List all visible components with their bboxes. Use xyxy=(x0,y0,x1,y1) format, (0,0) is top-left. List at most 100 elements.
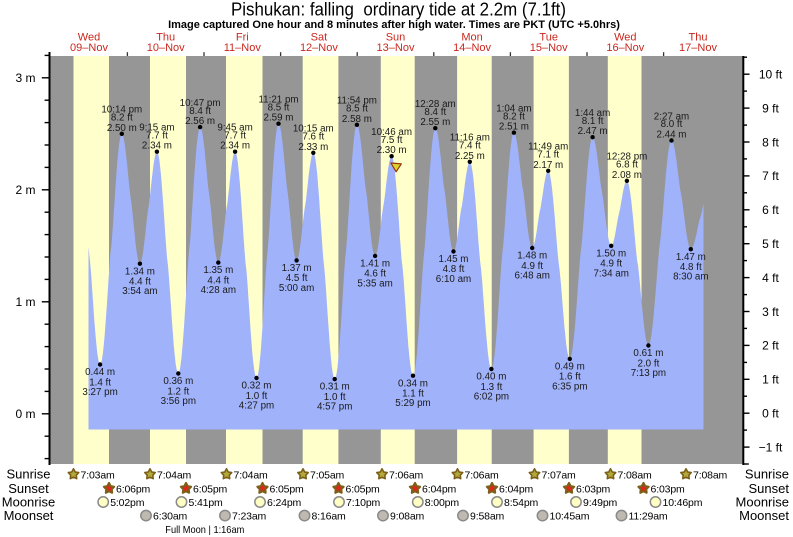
svg-text:2.17 m: 2.17 m xyxy=(533,160,563,171)
svg-text:2.50 m: 2.50 m xyxy=(107,123,137,134)
svg-text:4.9 ft: 4.9 ft xyxy=(600,259,622,270)
svg-text:5:41pm: 5:41pm xyxy=(189,497,224,509)
svg-text:1.3 ft: 1.3 ft xyxy=(481,382,503,393)
svg-text:6:10 am: 6:10 am xyxy=(436,274,471,285)
svg-text:6:30am: 6:30am xyxy=(153,511,188,523)
svg-text:2.44 m: 2.44 m xyxy=(657,130,687,141)
svg-text:0.44 m: 0.44 m xyxy=(85,367,115,378)
svg-text:6:48 am: 6:48 am xyxy=(514,271,549,282)
svg-text:6:04pm: 6:04pm xyxy=(499,483,534,495)
svg-text:4.9 ft: 4.9 ft xyxy=(521,261,543,272)
svg-text:Sunrise: Sunrise xyxy=(6,467,50,482)
svg-text:6:03pm: 6:03pm xyxy=(576,483,611,495)
svg-text:9 ft: 9 ft xyxy=(762,101,779,115)
svg-text:7:06am: 7:06am xyxy=(465,469,500,481)
svg-text:7:05am: 7:05am xyxy=(310,469,345,481)
svg-text:Sunset: Sunset xyxy=(8,481,49,496)
svg-text:Moonset: Moonset xyxy=(4,508,54,523)
svg-text:6.8 ft: 6.8 ft xyxy=(616,160,638,171)
svg-text:5 ft: 5 ft xyxy=(762,237,779,251)
svg-text:2.56 m: 2.56 m xyxy=(185,116,215,127)
svg-text:0.36 m: 0.36 m xyxy=(163,376,193,387)
svg-text:2.51 m: 2.51 m xyxy=(499,122,529,133)
svg-text:9:58am: 9:58am xyxy=(470,511,505,523)
svg-text:10:47 pm: 10:47 pm xyxy=(180,98,221,109)
svg-text:2.59 m: 2.59 m xyxy=(264,113,294,124)
svg-text:4:27 pm: 4:27 pm xyxy=(239,401,274,412)
svg-text:10:46pm: 10:46pm xyxy=(663,497,703,509)
svg-text:Moonset: Moonset xyxy=(739,508,789,523)
svg-text:6:05pm: 6:05pm xyxy=(346,483,381,495)
svg-text:9:08am: 9:08am xyxy=(390,511,425,523)
svg-text:3:54 am: 3:54 am xyxy=(122,286,157,297)
svg-text:09–Nov: 09–Nov xyxy=(70,42,108,54)
svg-text:7:34 am: 7:34 am xyxy=(593,268,628,279)
svg-text:Image captured One hour and 8: Image captured One hour and 8 minutes af… xyxy=(168,19,620,31)
svg-text:6:02 pm: 6:02 pm xyxy=(474,392,509,403)
svg-text:7 ft: 7 ft xyxy=(762,169,779,183)
svg-text:4 ft: 4 ft xyxy=(762,271,779,285)
svg-text:7.7 ft: 7.7 ft xyxy=(146,130,168,141)
svg-text:1.41 m: 1.41 m xyxy=(360,259,390,270)
svg-text:14–Nov: 14–Nov xyxy=(453,42,491,54)
svg-text:7:13 pm: 7:13 pm xyxy=(631,368,666,379)
svg-text:0.40 m: 0.40 m xyxy=(476,372,506,383)
svg-text:7.1 ft: 7.1 ft xyxy=(537,150,559,161)
svg-text:6:06pm: 6:06pm xyxy=(116,483,151,495)
svg-text:13–Nov: 13–Nov xyxy=(377,42,415,54)
svg-text:6:35 pm: 6:35 pm xyxy=(552,381,587,392)
svg-text:10–Nov: 10–Nov xyxy=(147,42,185,54)
svg-text:5:00 am: 5:00 am xyxy=(279,283,314,294)
svg-text:11:21 pm: 11:21 pm xyxy=(258,95,298,106)
svg-text:2.25 m: 2.25 m xyxy=(455,151,485,162)
svg-text:Sun: Sun xyxy=(386,31,406,43)
svg-text:1.50 m: 1.50 m xyxy=(596,248,626,259)
svg-text:11:54 pm: 11:54 pm xyxy=(337,96,377,107)
svg-text:7:10pm: 7:10pm xyxy=(346,497,381,509)
svg-text:0.49 m: 0.49 m xyxy=(555,362,585,373)
svg-text:1.35 m: 1.35 m xyxy=(203,265,233,276)
svg-text:4:28 am: 4:28 am xyxy=(201,285,236,296)
svg-text:1:44 am: 1:44 am xyxy=(575,108,610,119)
svg-text:10:46 am: 10:46 am xyxy=(371,127,412,138)
svg-text:1.4 ft: 1.4 ft xyxy=(89,377,111,388)
svg-text:2.30 m: 2.30 m xyxy=(377,145,407,156)
svg-text:10:14 pm: 10:14 pm xyxy=(101,105,142,116)
svg-text:15–Nov: 15–Nov xyxy=(530,42,568,54)
svg-text:5:35 am: 5:35 am xyxy=(357,278,392,289)
svg-text:8.1 ft: 8.1 ft xyxy=(582,116,604,127)
svg-text:8:16am: 8:16am xyxy=(312,511,347,523)
svg-text:0 m: 0 m xyxy=(15,407,35,421)
svg-text:12:28 pm: 12:28 pm xyxy=(606,152,647,163)
svg-text:3:27 pm: 3:27 pm xyxy=(82,387,117,398)
svg-text:0.61 m: 0.61 m xyxy=(633,348,663,359)
svg-text:8.5 ft: 8.5 ft xyxy=(346,104,368,115)
svg-text:7:03am: 7:03am xyxy=(81,469,116,481)
svg-text:11:29am: 11:29am xyxy=(629,511,668,523)
svg-text:10:15 am: 10:15 am xyxy=(293,124,334,135)
svg-text:7:07am: 7:07am xyxy=(542,469,577,481)
svg-text:6:24pm: 6:24pm xyxy=(267,497,302,509)
svg-text:1.0 ft: 1.0 ft xyxy=(324,392,346,403)
svg-text:1 ft: 1 ft xyxy=(762,373,779,387)
svg-text:11:16 am: 11:16 am xyxy=(450,133,490,144)
svg-text:7:23am: 7:23am xyxy=(232,511,267,523)
svg-text:−1 ft: −1 ft xyxy=(759,440,783,454)
svg-text:6:04pm: 6:04pm xyxy=(422,483,457,495)
svg-text:10:45am: 10:45am xyxy=(550,511,590,523)
svg-text:8 ft: 8 ft xyxy=(762,135,779,149)
svg-text:Fri: Fri xyxy=(236,31,249,43)
svg-text:2.55 m: 2.55 m xyxy=(420,117,450,128)
svg-text:7.5 ft: 7.5 ft xyxy=(381,135,403,146)
svg-text:1 m: 1 m xyxy=(15,295,35,309)
svg-text:4.5 ft: 4.5 ft xyxy=(286,273,308,284)
svg-text:1:04 am: 1:04 am xyxy=(496,104,531,115)
svg-text:Sat: Sat xyxy=(311,31,328,43)
svg-text:Moonrise: Moonrise xyxy=(736,494,789,509)
svg-text:10 ft: 10 ft xyxy=(759,68,783,82)
svg-text:12–Nov: 12–Nov xyxy=(300,42,338,54)
svg-text:0.32 m: 0.32 m xyxy=(242,381,272,392)
svg-text:7.6 ft: 7.6 ft xyxy=(302,132,324,143)
svg-text:2:27 am: 2:27 am xyxy=(654,111,689,122)
svg-text:Pishukan: falling ordinary ti: Pishukan: falling ordinary tide at 2.2m … xyxy=(231,0,566,19)
